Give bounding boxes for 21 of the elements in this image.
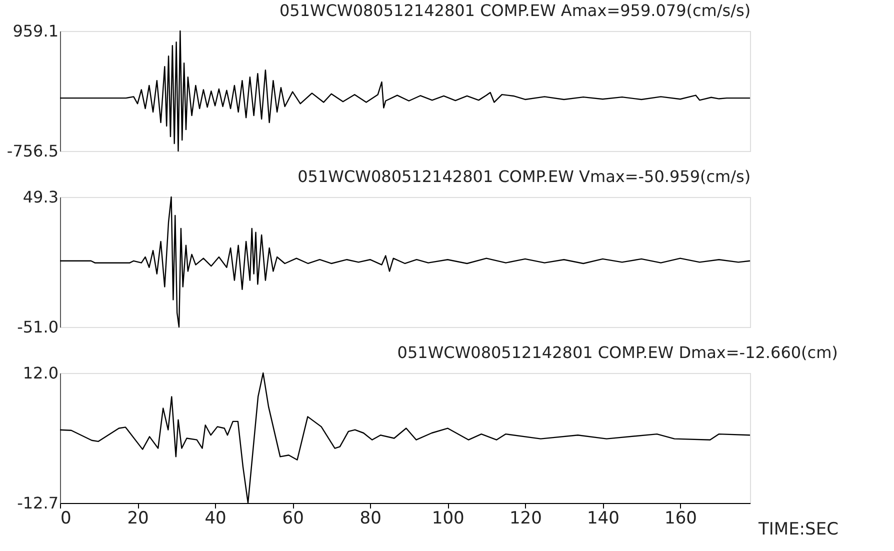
y-tick-label: -51.0 [17,318,58,336]
chart-title: 051WCW080512142801 COMP.EW Amax=959.079(cm/s/s) [279,1,751,20]
line-series [59,30,751,152]
y-tick-label: 12.0 [22,364,58,382]
chart-title: 051WCW080512142801 COMP.EW Dmax=-12.660(cm) [397,343,838,362]
line-series [59,196,751,328]
x-tick-label: 60 [282,508,304,528]
x-tick-label: 160 [664,508,697,528]
y-tick-label: -12.7 [17,494,58,512]
x-tick-label: 120 [509,508,542,528]
y-tick-label: -756.5 [6,142,58,160]
x-axis-title: TIME:SEC [758,520,838,540]
y-tick-label: 49.3 [22,188,58,206]
x-tick-label: 20 [127,508,149,528]
chart-title: 051WCW080512142801 COMP.EW Vmax=-50.959(cm/s) [298,167,751,186]
x-tick-label: 0 [60,508,72,528]
y-tick-label: 959.1 [12,22,58,40]
x-tick-label: 80 [360,508,382,528]
x-tick-label: 40 [204,508,226,528]
x-tick-label: 100 [432,508,464,528]
x-tick-label: 140 [586,508,620,528]
